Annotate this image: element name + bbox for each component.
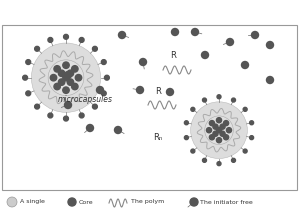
Circle shape (63, 87, 69, 93)
Circle shape (97, 87, 104, 93)
Circle shape (216, 128, 222, 133)
Circle shape (191, 107, 195, 111)
Circle shape (266, 42, 274, 49)
Circle shape (191, 102, 248, 159)
Circle shape (216, 118, 222, 123)
Circle shape (92, 46, 97, 51)
Circle shape (184, 121, 188, 125)
Circle shape (26, 60, 31, 64)
Text: Rₙ: Rₙ (153, 134, 162, 143)
Circle shape (79, 113, 84, 118)
Circle shape (26, 91, 31, 96)
Circle shape (86, 125, 94, 131)
Circle shape (140, 59, 146, 66)
Circle shape (32, 43, 101, 112)
Circle shape (58, 79, 65, 85)
Circle shape (209, 121, 214, 126)
Circle shape (242, 62, 248, 68)
Circle shape (224, 135, 229, 140)
Circle shape (213, 124, 218, 129)
Circle shape (226, 38, 233, 46)
Circle shape (64, 71, 71, 79)
Circle shape (232, 158, 236, 162)
Circle shape (172, 29, 178, 35)
Circle shape (191, 149, 195, 153)
Circle shape (64, 34, 68, 39)
Circle shape (216, 138, 222, 143)
Circle shape (54, 83, 60, 90)
Circle shape (250, 136, 254, 140)
Circle shape (220, 131, 225, 136)
Circle shape (58, 70, 65, 76)
Text: R: R (155, 88, 161, 97)
Circle shape (54, 66, 60, 72)
Circle shape (167, 88, 173, 96)
Circle shape (202, 98, 206, 102)
Circle shape (35, 104, 40, 109)
Circle shape (75, 75, 82, 81)
Circle shape (118, 32, 125, 38)
Circle shape (266, 76, 274, 84)
Circle shape (67, 70, 74, 76)
Circle shape (50, 75, 57, 81)
Circle shape (202, 51, 208, 59)
Circle shape (72, 83, 78, 90)
Circle shape (232, 98, 236, 102)
Circle shape (68, 198, 76, 206)
Circle shape (48, 38, 53, 42)
Circle shape (217, 162, 221, 166)
FancyBboxPatch shape (2, 25, 297, 190)
Circle shape (23, 75, 28, 80)
Circle shape (243, 149, 247, 153)
Circle shape (243, 107, 247, 111)
Text: Core: Core (79, 200, 94, 205)
Text: The polym: The polym (131, 200, 164, 205)
Circle shape (63, 62, 69, 68)
Circle shape (205, 116, 233, 144)
Circle shape (35, 46, 40, 51)
Circle shape (48, 60, 84, 96)
Circle shape (202, 158, 206, 162)
Circle shape (64, 116, 68, 121)
Circle shape (206, 128, 211, 133)
Circle shape (213, 131, 218, 136)
Text: A single: A single (20, 200, 45, 205)
Circle shape (101, 60, 106, 64)
Circle shape (101, 91, 106, 96)
Circle shape (48, 113, 53, 118)
Circle shape (92, 104, 97, 109)
Circle shape (224, 121, 229, 126)
Circle shape (67, 79, 74, 85)
Circle shape (72, 66, 78, 72)
Circle shape (190, 198, 198, 206)
Circle shape (226, 128, 232, 133)
Text: microcapsules: microcapsules (58, 96, 112, 105)
Circle shape (250, 121, 254, 125)
Text: The initiator free: The initiator free (200, 200, 253, 205)
Circle shape (104, 75, 109, 80)
Circle shape (7, 197, 17, 207)
Circle shape (217, 95, 221, 99)
Text: R: R (170, 50, 176, 59)
Circle shape (64, 101, 71, 109)
Circle shape (191, 29, 199, 35)
Circle shape (63, 75, 69, 81)
Circle shape (220, 124, 225, 129)
Circle shape (209, 135, 214, 140)
Circle shape (79, 38, 84, 42)
Circle shape (184, 136, 188, 140)
Circle shape (115, 126, 122, 134)
Circle shape (136, 87, 143, 93)
Circle shape (251, 32, 259, 38)
